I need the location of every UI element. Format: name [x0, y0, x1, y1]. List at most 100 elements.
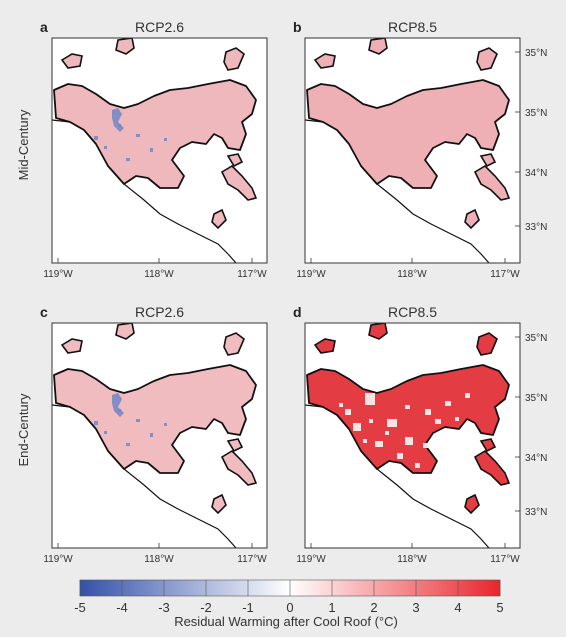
- low-warming-patch: [405, 405, 410, 409]
- panel-letter: b: [293, 19, 302, 35]
- lon-tick-label: 117°W: [490, 269, 520, 280]
- lon-tick-label: 118°W: [144, 269, 174, 280]
- lat-tick-label: 35°N: [525, 393, 547, 404]
- panel-d: d RCP8.5 119°W 118°W 117°W 35°N 35°N 34°N 33°N: [293, 304, 547, 565]
- colorbar-tick-label: -3: [158, 600, 170, 615]
- region-patch: [473, 164, 511, 201]
- low-warming-patch: [465, 393, 470, 398]
- lat-tick-label: 35°N: [525, 108, 547, 119]
- low-warming-patch: [455, 417, 459, 421]
- low-warming-patch: [397, 453, 403, 459]
- panel-letter: d: [293, 304, 302, 320]
- cooling-patch: [136, 419, 140, 422]
- region-patch: [473, 449, 511, 486]
- region-patch: [223, 332, 245, 356]
- region-patch: [220, 164, 258, 201]
- low-warming-patch: [369, 419, 373, 423]
- cooling-patch: [164, 423, 167, 426]
- region-patch: [476, 332, 498, 356]
- map-layer: [52, 323, 258, 548]
- map-layer: [305, 323, 511, 548]
- colorbar-tick-label: 5: [496, 600, 503, 615]
- lat-tick-label: 33°N: [525, 222, 547, 233]
- map-layer: [305, 38, 511, 263]
- cooling-patch: [150, 148, 153, 152]
- map-frame: [304, 37, 521, 264]
- region-patch: [313, 338, 336, 354]
- panel-letter: a: [40, 19, 48, 35]
- lon-tick-label: 119°W: [43, 554, 73, 565]
- region-patch: [226, 438, 244, 453]
- lat-tick-label: 33°N: [525, 507, 547, 518]
- region-patch: [60, 338, 83, 354]
- region-patch: [223, 47, 245, 71]
- panel-title: RCP8.5: [388, 19, 437, 35]
- panel-c: c RCP2.6 119°W 118°W 117°W: [40, 304, 268, 565]
- map-layer: [52, 38, 258, 263]
- cooling-patch: [118, 124, 121, 127]
- lat-tick-label: 35°N: [525, 48, 547, 59]
- map-frame: [51, 37, 268, 264]
- coastline: [305, 119, 490, 263]
- colorbar-label: Residual Warming after Cool Roof (°C): [174, 614, 398, 629]
- row-label-mid: Mid-Century: [16, 109, 31, 180]
- cooling-patch: [104, 431, 107, 434]
- cooling-patch: [104, 146, 107, 149]
- colorbar-tick-label: 0: [286, 600, 293, 615]
- region-patch: [479, 153, 497, 168]
- lon-tick-label: 119°W: [296, 554, 326, 565]
- region-patch: [211, 208, 227, 230]
- colorbar-tick-label: 1: [328, 600, 335, 615]
- low-warming-patch: [345, 409, 351, 415]
- cooling-patch: [118, 409, 121, 412]
- colorbar-tick-label: 4: [454, 600, 461, 615]
- region-patch: [464, 493, 480, 515]
- low-warming-patch: [365, 393, 375, 405]
- cooling-patch: [136, 134, 140, 137]
- lon-tick-label: 118°W: [144, 554, 174, 565]
- lat-tick-label: 35°N: [525, 333, 547, 344]
- coastline: [52, 119, 237, 263]
- panel-title: RCP2.6: [135, 304, 184, 320]
- lat-tick-label: 34°N: [525, 168, 547, 179]
- low-warming-patch: [435, 419, 441, 424]
- low-warming-patch: [385, 431, 389, 435]
- low-warming-patch: [425, 409, 431, 415]
- colorbar-tick-label: 2: [370, 600, 377, 615]
- colorbar: -5 -4 -3 -2 -1 0 1 2 3 4 5 Residual Warming after …: [74, 579, 504, 629]
- panel-a: a RCP2.6 119°W 118°W 117°W: [40, 19, 268, 280]
- low-warming-patch: [415, 463, 420, 468]
- coastline: [52, 404, 237, 548]
- lat-tick-label: 34°N: [525, 453, 547, 464]
- colorbar-tick-label: -1: [242, 600, 254, 615]
- lon-tick-label: 119°W: [296, 269, 326, 280]
- coastline: [305, 404, 490, 548]
- cooling-patch: [126, 443, 130, 446]
- region-patch: [220, 449, 258, 486]
- cooling-patch: [94, 136, 98, 140]
- lon-tick-label: 118°W: [397, 554, 427, 565]
- map-frame: [304, 322, 521, 549]
- panel-title: RCP8.5: [388, 304, 437, 320]
- lon-tick-label: 117°W: [490, 554, 520, 565]
- panel-title: RCP2.6: [135, 19, 184, 35]
- low-warming-patch: [375, 441, 383, 447]
- colorbar-tick-label: 3: [412, 600, 419, 615]
- region-patch: [476, 47, 498, 71]
- cooling-patch: [126, 158, 130, 161]
- low-warming-patch: [405, 437, 413, 445]
- region-patch: [464, 208, 480, 230]
- cooling-patch: [94, 421, 98, 425]
- panel-letter: c: [40, 304, 48, 320]
- low-warming-patch: [423, 443, 428, 448]
- colorbar-tick-label: -2: [200, 600, 212, 615]
- map-frame: [51, 322, 268, 549]
- region-patch: [313, 53, 336, 69]
- low-warming-patch: [387, 419, 397, 427]
- low-warming-patch: [353, 423, 361, 431]
- lon-tick-label: 118°W: [397, 269, 427, 280]
- cooling-patch: [150, 433, 153, 437]
- lon-tick-label: 117°W: [237, 269, 267, 280]
